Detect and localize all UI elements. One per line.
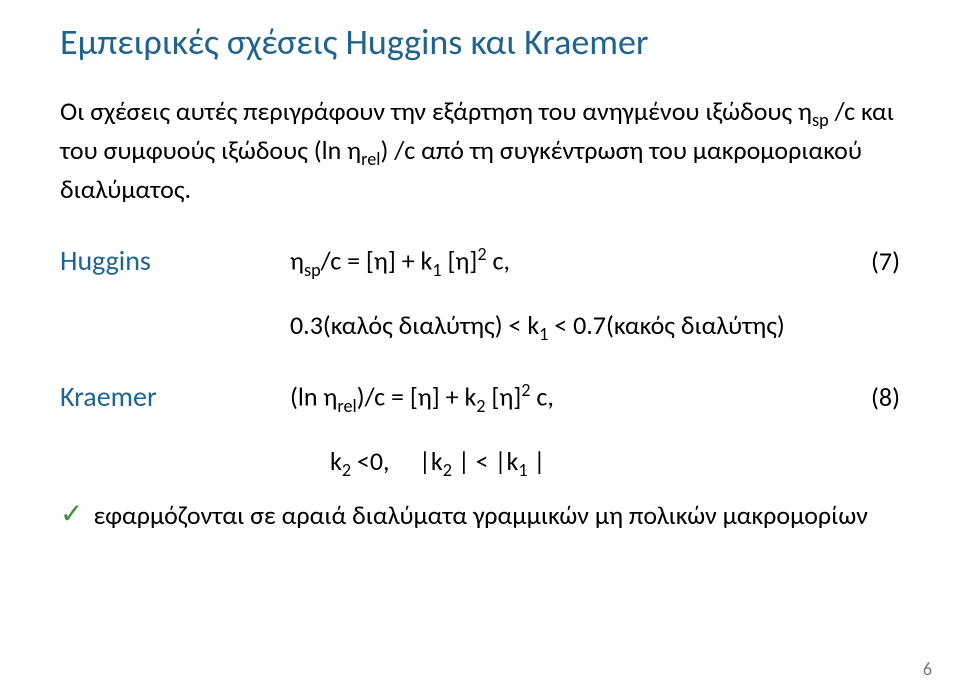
eq-text: [η] — [442, 245, 478, 277]
kraemer-row: Kraemer (ln ηrel)/c = [η] + k2 [η]2 c, (… — [60, 379, 900, 417]
bullet-text: εφαρμόζονται σε αραιά διαλύματα γραμμικώ… — [93, 499, 867, 531]
eq-sub: sp — [304, 259, 321, 281]
huggins-equation: ηsp/c = [η] + k1 [η]2 c, — [290, 243, 840, 281]
eq-sup: 2 — [477, 243, 486, 265]
note-text: 0.3(καλός διαλύτης) < k — [290, 309, 539, 341]
note-text: | — [528, 445, 546, 477]
note-text: k — [330, 445, 342, 477]
huggins-row: Huggins ηsp/c = [η] + k1 [η]2 c, (7) — [60, 243, 900, 281]
note-sub: 1 — [518, 459, 527, 481]
kraemer-label: Kraemer — [60, 379, 290, 414]
note-text: <0, |k — [351, 445, 443, 477]
note-text: < 0.7(κακός διαλύτης) — [548, 309, 784, 341]
huggins-label: Huggins — [60, 243, 290, 278]
intro-paragraph: Οι σχέσεις αυτές περιγράφουν την εξάρτησ… — [60, 94, 900, 207]
check-icon: ✓ — [60, 499, 83, 530]
para-sub: sp — [812, 109, 829, 131]
bullet-row: ✓ εφαρμόζονται σε αραιά διαλύματα γραμμι… — [60, 499, 900, 531]
kraemer-eq-number: (8) — [840, 381, 900, 413]
note-sub: 2 — [342, 459, 351, 481]
eq-sub: 2 — [476, 395, 485, 417]
eq-sup: 2 — [521, 379, 530, 401]
note-text: | < |k — [452, 445, 518, 477]
eq-text: η — [290, 245, 304, 277]
eq-text: (ln η — [290, 381, 337, 413]
page-number: 6 — [923, 658, 932, 680]
para-text: Οι σχέσεις αυτές περιγράφουν την εξάρτησ… — [60, 95, 812, 127]
eq-text: /c = [η] + k — [321, 245, 433, 277]
note-sub: 2 — [443, 459, 452, 481]
eq-text: c, — [531, 381, 554, 413]
huggins-note: 0.3(καλός διαλύτης) < k1 < 0.7(κακός δια… — [290, 309, 900, 345]
eq-sub: rel — [337, 395, 356, 417]
note-sub: 1 — [539, 323, 548, 345]
huggins-eq-number: (7) — [840, 245, 900, 277]
eq-sub: 1 — [432, 259, 441, 281]
eq-text: [η] — [486, 381, 522, 413]
eq-text: c, — [487, 245, 510, 277]
kraemer-note: k2 <0, |k2 | < |k1 | — [330, 445, 900, 481]
eq-text: )/c = [η] + k — [357, 381, 477, 413]
para-sub: rel — [361, 148, 380, 170]
page-title: Εμπειρικές σχέσεις Huggins και Kraemer — [60, 20, 900, 64]
kraemer-equation: (ln ηrel)/c = [η] + k2 [η]2 c, — [290, 379, 840, 417]
